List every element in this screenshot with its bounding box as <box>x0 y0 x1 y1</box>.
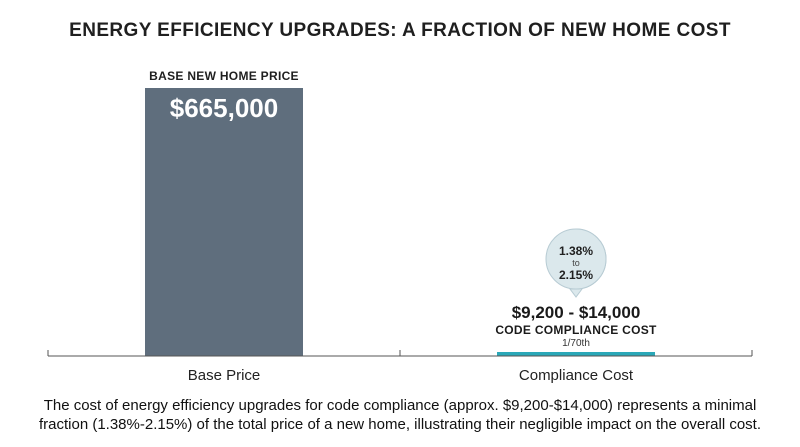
base-bar-value-label: $665,000 <box>170 93 278 123</box>
chart-title: ENERGY EFFICIENCY UPGRADES: A FRACTION O… <box>69 20 731 41</box>
bars-group <box>145 88 655 356</box>
callout-bottom-text: 2.15% <box>559 268 593 282</box>
x-tick-label-base: Base Price <box>188 367 261 384</box>
bar-compliance-cost <box>497 352 655 356</box>
compliance-ratio-label: 1/70th <box>562 338 590 349</box>
compliance-name-label: CODE COMPLIANCE COST <box>495 323 657 337</box>
compliance-value-label: $9,200 - $14,000 <box>512 303 641 322</box>
callout-top-text: 1.38% <box>559 244 593 258</box>
x-tick-label-compliance: Compliance Cost <box>519 367 634 384</box>
bar-chart: Base Price Compliance Cost BASE NEW HOME… <box>47 69 753 384</box>
callout-mid-text: to <box>572 258 580 268</box>
percent-callout-bubble: 1.38% to 2.15% <box>545 228 607 298</box>
callout-circle <box>545 228 607 290</box>
bar-base-price <box>145 88 303 356</box>
chart-caption: The cost of energy efficiency upgrades f… <box>38 397 762 433</box>
base-bar-header-label: BASE NEW HOME PRICE <box>149 69 299 83</box>
